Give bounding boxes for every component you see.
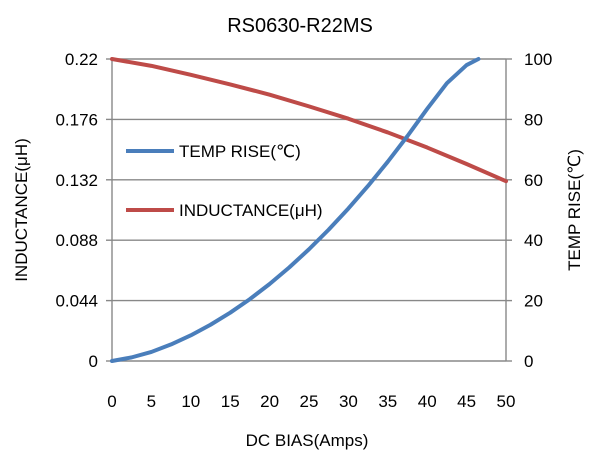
y-left-tick-label: 0	[89, 352, 98, 371]
tick-labels: 0 0 0.044 20 0.088 40 0.132 60 0.176 80 0.22 100 0 5 1…	[55, 50, 552, 411]
y-left-tick-label: 0.22	[65, 50, 98, 69]
y-left-tick-label: 0.132	[55, 171, 98, 190]
y-right-tick-label: 100	[524, 50, 552, 69]
x-tick-label: 20	[260, 392, 279, 411]
y-axis-left-label: INDUCTANCE(μH)	[12, 138, 31, 282]
x-tick-label: 15	[221, 392, 240, 411]
y-right-tick-label: 40	[524, 231, 543, 250]
x-tick-label: 25	[300, 392, 319, 411]
legend-label-temp-rise: TEMP RISE(℃)	[179, 142, 301, 161]
x-tick-label: 5	[147, 392, 156, 411]
x-tick-label: 10	[181, 392, 200, 411]
x-tick-label: 45	[457, 392, 476, 411]
x-tick-label: 35	[378, 392, 397, 411]
x-axis-label: DC BIAS(Amps)	[246, 431, 369, 450]
series-line-temp-rise	[110, 57, 481, 363]
y-right-tick-label: 0	[524, 352, 533, 371]
y-right-tick-label: 20	[524, 292, 543, 311]
y-right-tick-label: 60	[524, 171, 543, 190]
gridlines	[112, 58, 506, 302]
x-tick-label: 40	[418, 392, 437, 411]
y-right-tick-label: 80	[524, 110, 543, 129]
legend-label-inductance: INDUCTANCE(μH)	[179, 201, 323, 220]
x-tick-label: 50	[497, 392, 516, 411]
y-axis-right-label: TEMP RISE(℃)	[565, 149, 584, 271]
series-line-inductance	[110, 57, 508, 184]
chart-title: RS0630-R22MS	[227, 15, 373, 37]
x-tick-label: 30	[339, 392, 358, 411]
y-left-tick-label: 0.088	[55, 231, 98, 250]
y-left-tick-label: 0.044	[55, 292, 98, 311]
axes	[106, 58, 512, 362]
y-left-tick-label: 0.176	[55, 110, 98, 129]
series-lines	[110, 57, 508, 363]
legend: TEMP RISE(℃) INDUCTANCE(μH)	[126, 142, 323, 220]
x-tick-label: 0	[107, 392, 116, 411]
